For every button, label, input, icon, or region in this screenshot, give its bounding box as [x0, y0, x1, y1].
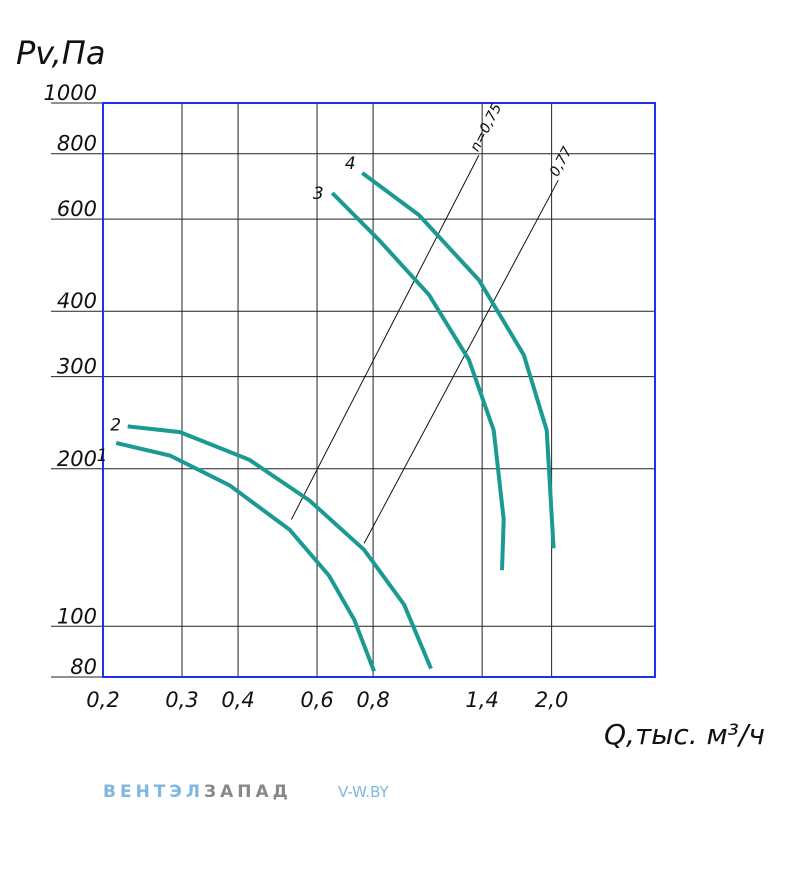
curve-label: 2: [110, 415, 121, 435]
curve: [330, 191, 506, 571]
y-tick-label: 600: [57, 197, 97, 221]
x-tick-label: 0,8: [356, 688, 389, 712]
plot-frame: [102, 102, 656, 678]
y-axis-label: Pv,Па: [16, 34, 105, 72]
curve: [361, 171, 556, 549]
efficiency-line: [290, 154, 480, 520]
x-tick-label: 2,0: [535, 688, 568, 712]
x-tick-label: 0,4: [221, 688, 254, 712]
x-tick-label: 0,3: [165, 688, 198, 712]
efficiency-line: [363, 179, 559, 544]
curve-label: 3: [313, 184, 324, 204]
x-tick-label: 0,2: [86, 688, 119, 712]
curve: [127, 424, 433, 670]
footer-site: V-W.BY: [338, 783, 390, 801]
y-tick-label: 80: [70, 655, 97, 679]
y-tick-label: 200: [57, 447, 97, 471]
y-tick-label: 800: [57, 132, 97, 156]
efficiency-label: n=0,75: [467, 101, 505, 154]
x-tick-label: 0,6: [300, 688, 333, 712]
y-tick-label: 1000: [44, 81, 97, 105]
curve-label: 4: [345, 154, 356, 174]
y-tick-label: 400: [57, 289, 97, 313]
y-tick-label: 300: [57, 355, 97, 379]
footer-brand: ВЕНТЭЛЗАПАД: [103, 782, 292, 802]
curve: [115, 441, 376, 673]
brand-part: ЗАПАД: [204, 782, 292, 802]
y-tick-label: 100: [57, 604, 97, 628]
curve-label: 1: [97, 446, 108, 466]
brand-part: ВЕНТЭЛ: [103, 782, 204, 802]
x-axis-label: Q,тыс. м³/ч: [604, 718, 765, 751]
x-tick-label: 1,4: [465, 688, 498, 712]
